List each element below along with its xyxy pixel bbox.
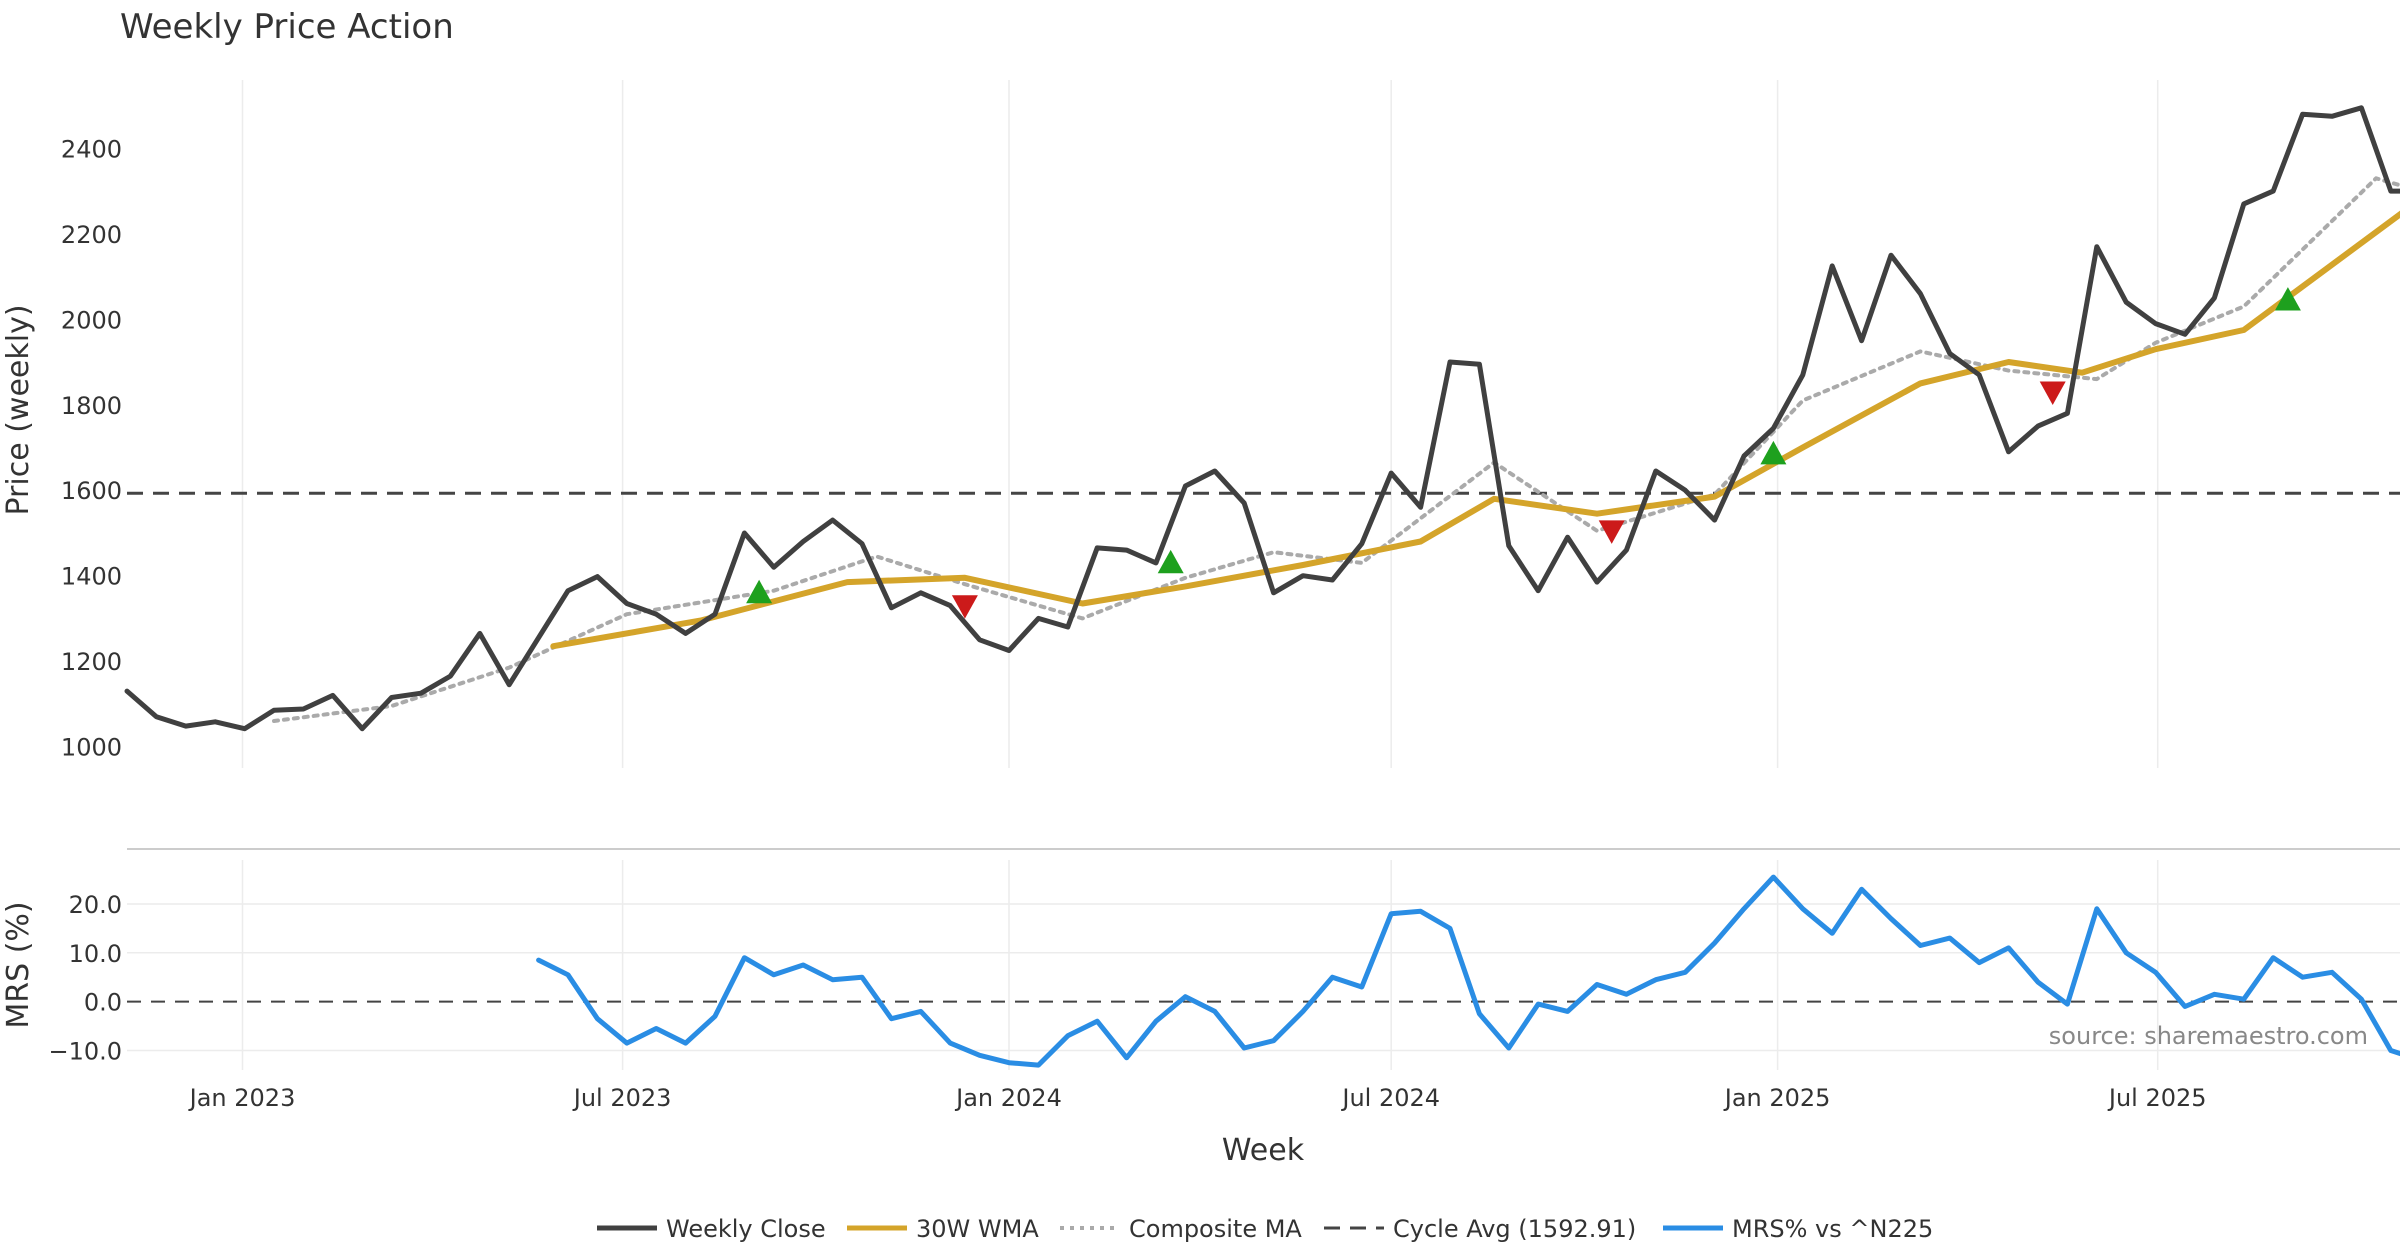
legend: Weekly Close 30W WMA Composite MA Cycle … xyxy=(597,1215,1933,1243)
buy-signal-marker xyxy=(1157,549,1184,574)
price-y-tick-label: 2000 xyxy=(61,306,122,334)
sell-signal-marker xyxy=(1598,520,1625,544)
source-note: source: sharemaestro.com xyxy=(2049,1022,2368,1050)
chart-title: Weekly Price Action xyxy=(120,7,454,47)
x-tick-label: Jan 2023 xyxy=(188,1084,296,1112)
series-line-composite-ma xyxy=(272,176,2400,723)
series-line-weekly-close xyxy=(124,105,2400,732)
legend-label-cycle-avg: Cycle Avg (1592.91) xyxy=(1393,1215,1636,1243)
x-tick-label: Jul 2023 xyxy=(572,1084,672,1112)
buy-signal-marker xyxy=(1760,440,1787,465)
mrs-y-ticks: 20.0 10.0 0.0 −10.0 xyxy=(48,891,122,1066)
buy-signal-marker xyxy=(746,579,773,604)
x-tick-label: Jul 2025 xyxy=(2107,1084,2207,1112)
legend-label-composite-ma: Composite MA xyxy=(1129,1215,1302,1243)
mrs-y-tick-label: 20.0 xyxy=(69,891,122,919)
signal-markers xyxy=(746,287,2301,619)
x-ticks: Jan 2023 Jul 2023 Jan 2024 Jul 2024 Jan 2025… xyxy=(188,1084,2207,1112)
legend-label-weekly-close: Weekly Close xyxy=(666,1215,826,1243)
mrs-y-tick-label: 10.0 xyxy=(69,940,122,968)
series-line-mrs-vs-n225 xyxy=(536,874,2400,1068)
x-tick-label: Jan 2025 xyxy=(1723,1084,1831,1112)
x-tick-label: Jan 2024 xyxy=(954,1084,1062,1112)
mrs-y-tick-label: −10.0 xyxy=(48,1037,122,1065)
buy-signal-marker xyxy=(2274,287,2301,311)
price-y-axis-label: Price (weekly) xyxy=(1,304,36,515)
x-axis-label: Week xyxy=(1222,1133,1305,1168)
price-y-tick-label: 1600 xyxy=(61,477,122,505)
price-y-tick-label: 2200 xyxy=(61,221,122,249)
price-y-tick-label: 1200 xyxy=(61,648,122,676)
mrs-y-axis-label: MRS (%) xyxy=(1,901,36,1028)
price-grid xyxy=(241,80,2159,768)
series-line-30w-wma xyxy=(550,210,2400,650)
mrs-series xyxy=(127,874,2400,1068)
mrs-y-tick-label: 0.0 xyxy=(84,989,122,1017)
legend-label-mrs: MRS% vs ^N225 xyxy=(1732,1215,1933,1243)
mrs-grid xyxy=(127,860,2400,1070)
price-series xyxy=(124,105,2400,732)
price-y-tick-label: 1800 xyxy=(61,392,122,420)
legend-label-30w-wma: 30W WMA xyxy=(916,1215,1039,1243)
sell-signal-marker xyxy=(951,595,978,619)
price-y-tick-label: 2400 xyxy=(61,135,122,163)
price-y-tick-label: 1000 xyxy=(61,734,122,762)
x-tick-label: Jul 2024 xyxy=(1340,1084,1440,1112)
price-y-tick-label: 1400 xyxy=(61,563,122,591)
price-y-ticks: 1000 1200 1400 1600 1800 2000 2200 2400 xyxy=(61,135,122,761)
sell-signal-marker xyxy=(2039,381,2066,405)
